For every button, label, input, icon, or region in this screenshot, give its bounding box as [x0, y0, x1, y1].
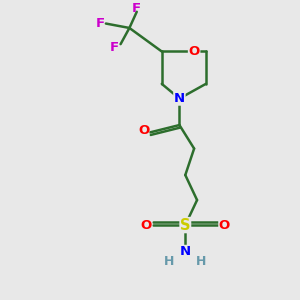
Text: O: O	[138, 124, 149, 137]
Text: O: O	[141, 219, 152, 232]
Text: O: O	[188, 45, 200, 58]
Text: S: S	[180, 218, 190, 232]
Text: O: O	[218, 219, 230, 232]
Text: N: N	[174, 92, 185, 105]
Text: H: H	[164, 255, 174, 268]
Text: F: F	[95, 17, 105, 30]
Text: N: N	[180, 245, 191, 258]
Text: F: F	[110, 40, 119, 54]
Text: F: F	[132, 2, 141, 15]
Text: H: H	[196, 255, 207, 268]
